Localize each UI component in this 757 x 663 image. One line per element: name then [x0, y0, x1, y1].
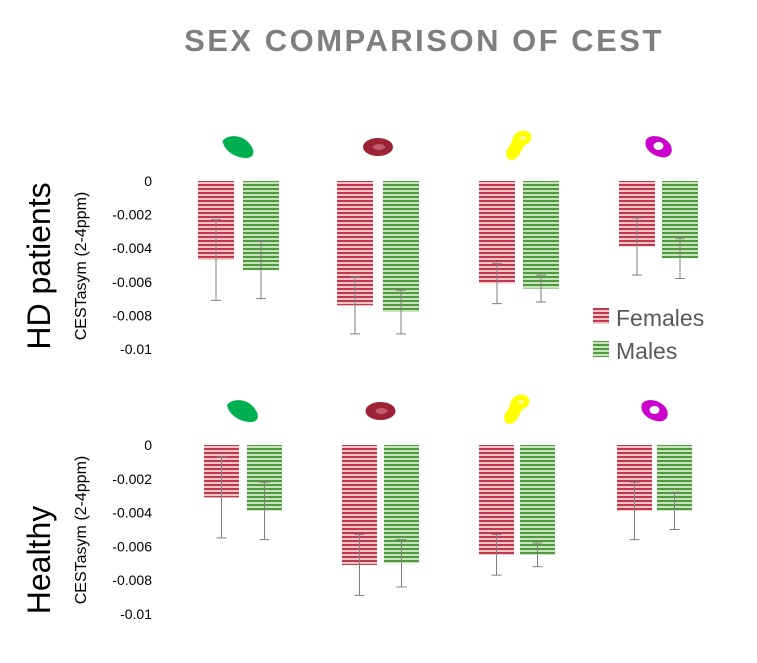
legend-swatch-females	[593, 308, 609, 324]
bar-males-yellow-region	[523, 181, 559, 289]
green-region-icon	[227, 400, 258, 423]
panel-healthy: Healthy CESTasym (2-4ppm) 0 -0.002 -0.004 -0.…	[21, 394, 692, 622]
y-tick-label: -0.002	[112, 207, 152, 223]
green-region-icon	[222, 136, 254, 159]
y-tick-label: -0.01	[120, 341, 152, 357]
chart-title: SEX COMPARISON OF CEST	[184, 23, 664, 58]
y-axis-label: CESTasym (2-4ppm)	[73, 192, 90, 340]
y-tick-label: 0	[144, 173, 152, 189]
panel-hd-patients: HD patients CESTasym (2-4ppm) 0 -0.002 -0.00…	[21, 130, 698, 357]
panel-label: Healthy	[21, 506, 57, 615]
bar-males-yellow-region	[520, 445, 555, 555]
y-tick-label: -0.008	[112, 307, 152, 323]
yellow-region-icon	[504, 394, 530, 424]
legend-label-females: Females	[616, 305, 704, 331]
yellow-region-icon	[506, 130, 532, 160]
y-tick-label: -0.006	[112, 274, 152, 290]
darkred-region-icon	[365, 402, 396, 420]
magenta-region-icon	[645, 136, 672, 158]
y-tick-label: -0.004	[112, 240, 152, 256]
panels-group: HD patients CESTasym (2-4ppm) 0 -0.002 -0.00…	[21, 130, 698, 622]
legend: Females Males	[593, 305, 704, 364]
darkred-region-icon	[363, 138, 393, 156]
y-tick-label: -0.01	[120, 606, 152, 622]
y-axis-label: CESTasym (2-4ppm)	[73, 456, 90, 604]
magenta-region-icon	[641, 400, 668, 422]
legend-swatch-males	[593, 341, 609, 357]
legend-label-males: Males	[616, 338, 677, 364]
y-tick-label: -0.004	[112, 505, 152, 521]
y-tick-label: -0.002	[112, 471, 152, 487]
y-tick-label: 0	[144, 437, 152, 453]
y-tick-label: -0.008	[112, 572, 152, 588]
y-tick-label: -0.006	[112, 538, 152, 554]
panel-label: HD patients	[21, 182, 57, 349]
